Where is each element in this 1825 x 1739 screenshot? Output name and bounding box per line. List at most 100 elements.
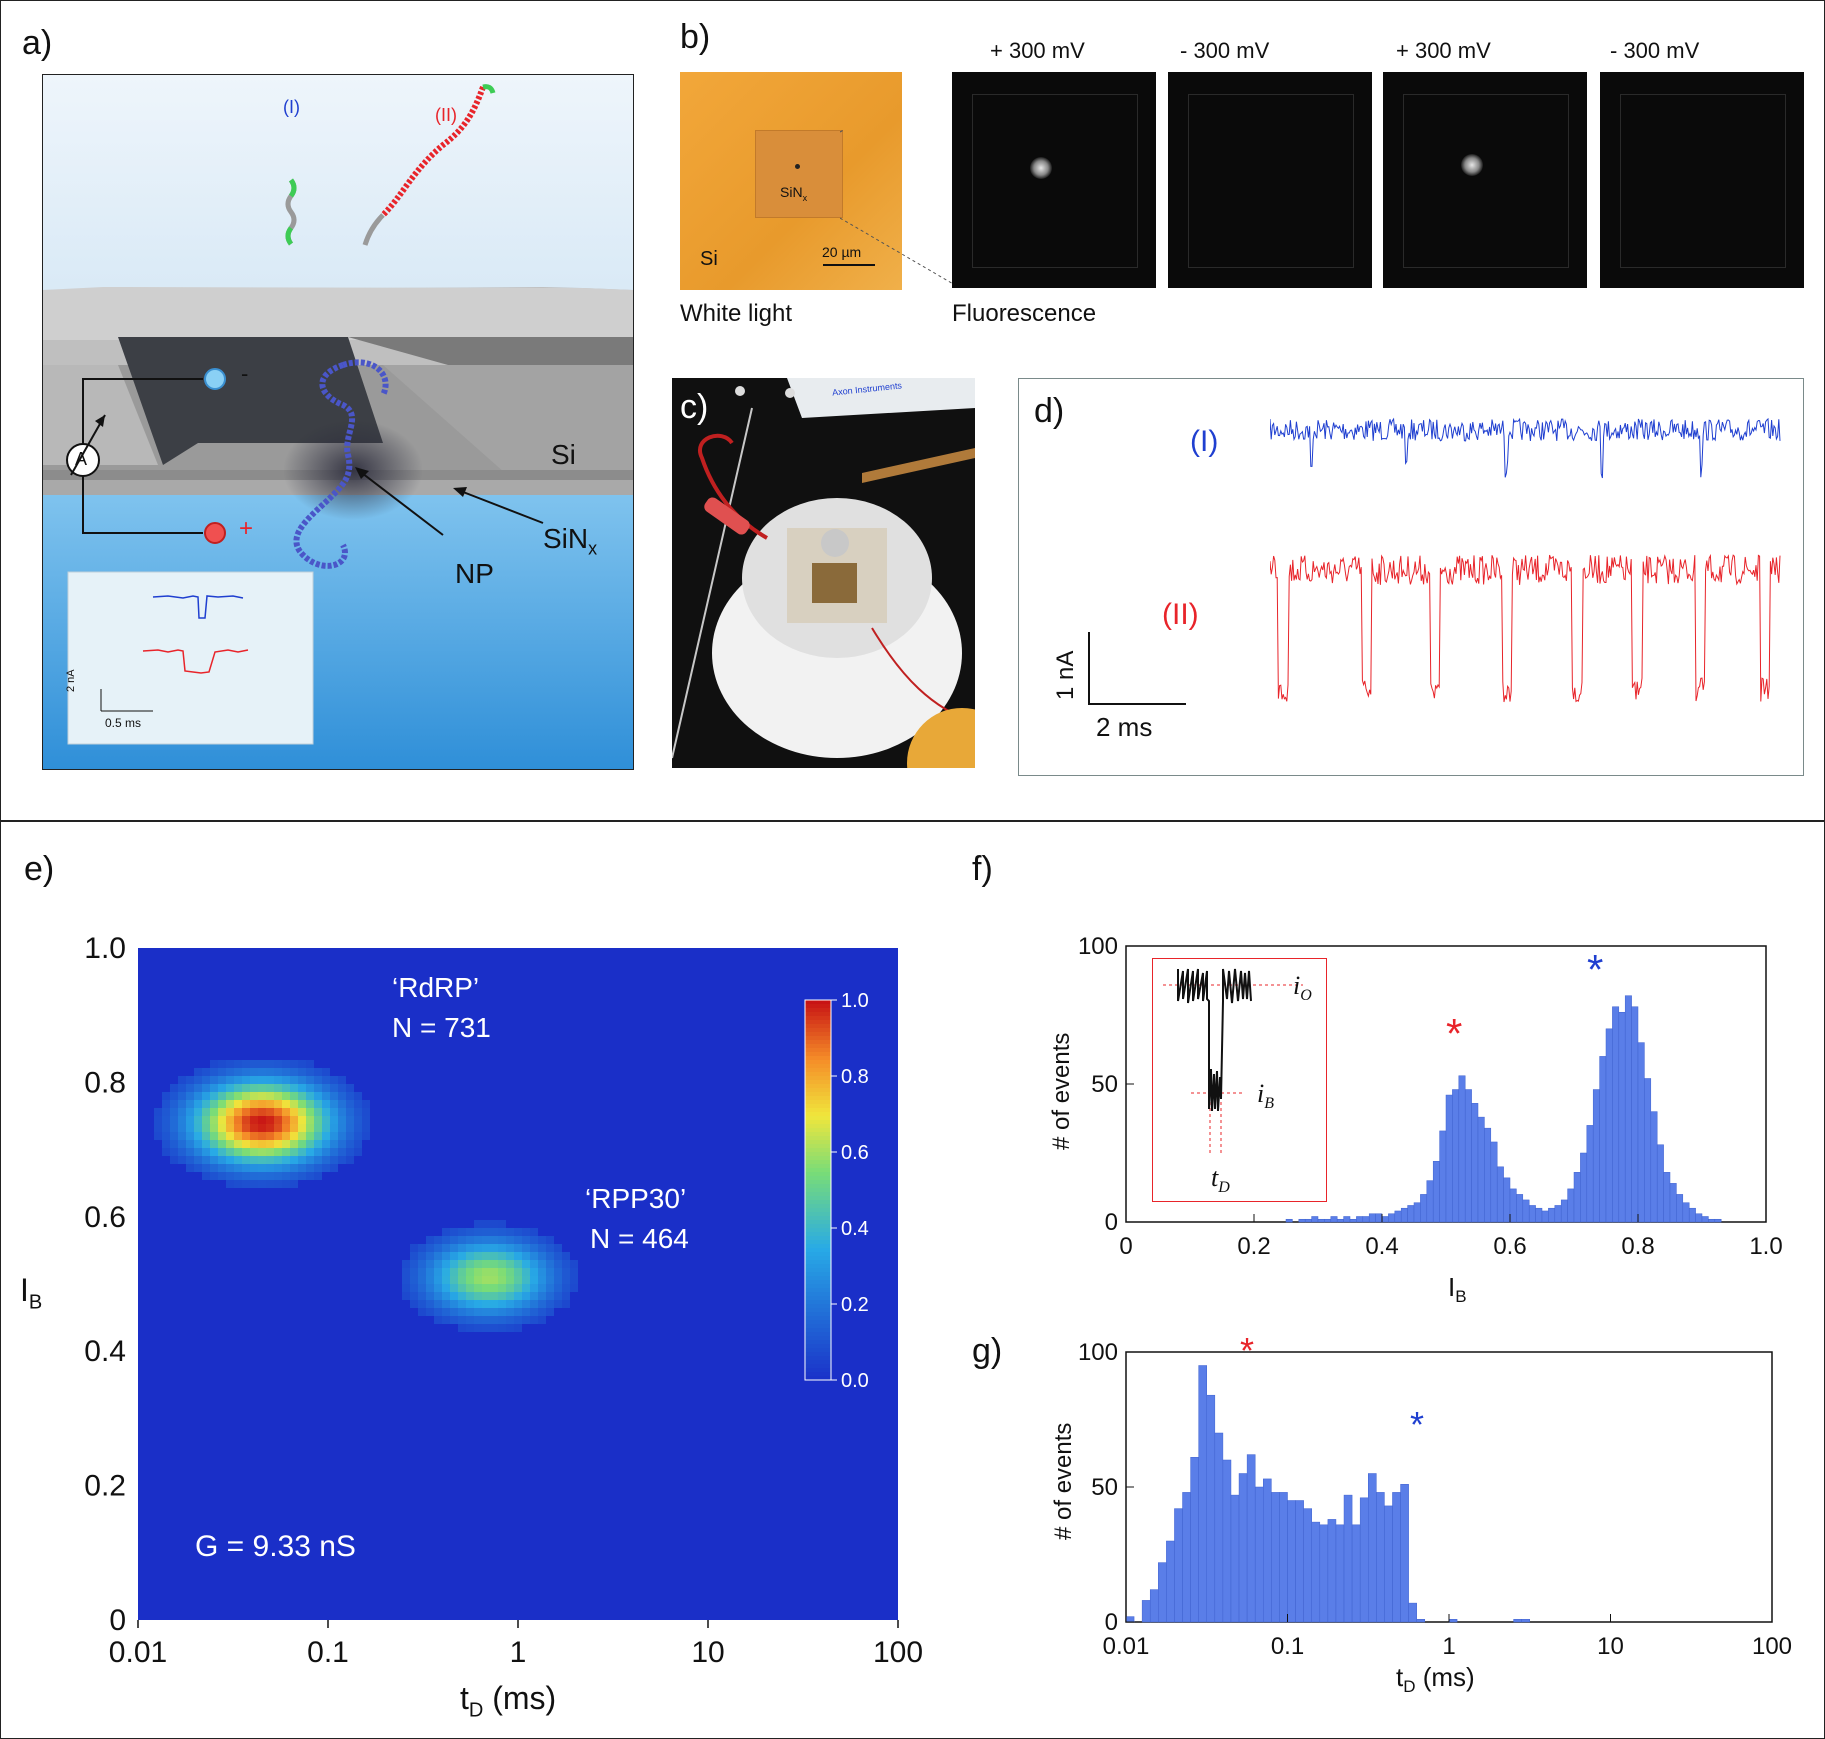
heatmap-cell [450,1236,458,1244]
hist-f-bar [1624,995,1632,1223]
nanopore-schematic [43,75,633,769]
heatmap-cell [498,1300,506,1308]
heatmap-cell [458,1324,466,1332]
heatmap-cell [194,1116,202,1124]
heatmap-cell [226,1076,234,1084]
heatmap-cell [410,1292,418,1300]
heatmap-cell [210,1116,218,1124]
panel-c-photo: Axon Instruments c) [672,378,975,768]
heatmap-cell [474,1220,482,1228]
heatmap-cell [506,1252,514,1260]
colorbar-segment [805,1168,831,1172]
heatmap-cell [426,1252,434,1260]
heatmap-cell [178,1132,186,1140]
colorbar-segment [805,1012,831,1016]
heatmap-cell [498,1268,506,1276]
panel-e-label: e) [24,850,55,888]
colorbar-segment [805,1336,831,1340]
fluorescence-caption: Fluorescence [952,300,1097,327]
hist-g-ylabel: # of events [1050,1422,1077,1540]
voltage-label-3: + 300 mV [1396,38,1491,63]
heatmap-cell [258,1060,266,1068]
heatmap-cell [194,1124,202,1132]
heatmap-cell [346,1084,354,1092]
colorbar-segment [805,1276,831,1280]
heatmap-cell [522,1316,530,1324]
heatmap-cell [314,1148,322,1156]
heatmap-cell [506,1308,514,1316]
heatmap-cell [338,1140,346,1148]
heatmap-cell [218,1060,226,1068]
hist-f-bar [1688,1207,1696,1223]
heatmap-cell [274,1084,282,1092]
colorbar-segment [805,1148,831,1152]
colorbar-segment [805,1332,831,1336]
heatmap-cell [210,1108,218,1116]
heatmap-cell [442,1268,450,1276]
heatmap-cell [226,1108,234,1116]
colorbar-segment [805,1292,831,1296]
heatmap-cell [274,1108,282,1116]
hist-f-bar [1343,1216,1351,1223]
colorbar-segment [805,1248,831,1252]
heatmap-cell [250,1124,258,1132]
hist-f-bar [1484,1127,1492,1223]
colorbar-segment [805,1004,831,1008]
colorbar-segment [805,1316,831,1320]
heatmap-cell [418,1300,426,1308]
heatmap-cell [186,1148,194,1156]
hist-f-bar [1464,1089,1472,1223]
heatmap-cell [490,1284,498,1292]
heatmap-cell [218,1148,226,1156]
hist-f-bar [1368,1213,1376,1223]
hist-g-star-red: * [1240,1330,1255,1371]
hist-f-bar [1298,1218,1306,1223]
hist-f-bar [1631,1006,1639,1223]
fluorescence-spot [1030,157,1052,179]
hist-f-y-tick-label: 0 [1105,1209,1118,1236]
heatmap-cell [514,1308,522,1316]
heatmap-cell [498,1220,506,1228]
heatmap-cell [306,1092,314,1100]
heatmap-cell [274,1092,282,1100]
colorbar-segment [805,1304,831,1308]
heatmap-cell [210,1156,218,1164]
heatmap-cell [290,1164,298,1172]
hist-g-bar [1351,1524,1361,1623]
heatmap-chart: 0.0 0.2 0.4 0.6 0.8 1.0 0.01 0.1 1 10 100 0 0.2 0.4 0.… [84,932,923,1669]
heatmap-cell [250,1156,258,1164]
heatmap-cell [498,1244,506,1252]
heatmap-cell [218,1108,226,1116]
colorbar-segment [805,1028,831,1032]
heatmap-cell [290,1124,298,1132]
heatmap-cell [338,1108,346,1116]
colorbar-tick-label: 0.4 [841,1218,869,1240]
heatmap-cell [210,1060,218,1068]
heatmap-cell [514,1252,522,1260]
heatmap-cell [266,1092,274,1100]
heatmap-cell [234,1140,242,1148]
heatmap-cell [178,1076,186,1084]
hist-g-bar [1295,1500,1304,1623]
heatmap-cell [234,1156,242,1164]
heatmap-cell [274,1172,282,1180]
heatmap-cell [210,1092,218,1100]
colorbar-segment [805,1144,831,1148]
heatmap-cell [530,1252,538,1260]
heatmap-cell [242,1108,250,1116]
heatmap-cell [314,1156,322,1164]
cluster2-count: N = 464 [590,1223,689,1254]
heatmap-cell [170,1100,178,1108]
heatmap-cell [186,1132,194,1140]
heatmap-cell [410,1244,418,1252]
panel-b-label: b) [680,18,711,56]
heatmap-cell [218,1172,226,1180]
hist-g-bar [1238,1473,1248,1623]
heatmap-cell [258,1108,266,1116]
heatmap-cell [434,1308,442,1316]
heatmap-cell [306,1100,314,1108]
heatmap-cell [258,1124,266,1132]
heatmap-cell [298,1068,306,1076]
heatmap-cell [234,1124,242,1132]
heatmap-cell [170,1132,178,1140]
